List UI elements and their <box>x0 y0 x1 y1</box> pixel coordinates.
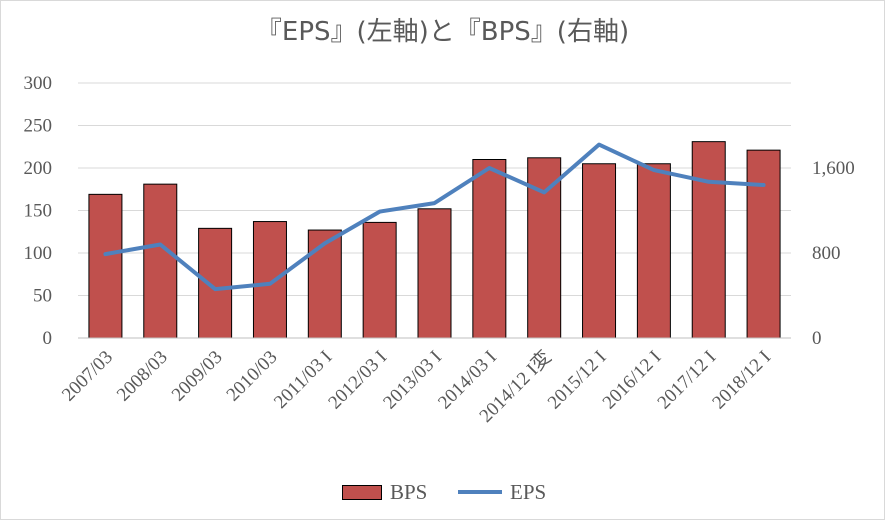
bar <box>746 149 781 339</box>
left-tick-label: 250 <box>24 116 53 137</box>
right-tick-label: 800 <box>812 243 841 264</box>
bar <box>472 159 507 339</box>
legend-swatch-eps <box>458 490 502 494</box>
x-tick-label: 2017/12 I <box>654 347 721 414</box>
left-tick-label: 200 <box>24 158 53 179</box>
eps-line <box>103 142 766 292</box>
left-tick-label: 150 <box>24 201 53 222</box>
x-tick-label: 2011/03 I <box>270 347 336 413</box>
x-tick-label: 2008/03 <box>113 347 172 406</box>
left-tick-label: 100 <box>24 243 53 264</box>
x-tick-label: 2015/12 I <box>544 347 611 414</box>
bar <box>636 163 671 339</box>
bar <box>143 183 178 339</box>
x-tick-label: 2007/03 <box>58 347 117 406</box>
legend-label-bps: BPS <box>390 479 428 504</box>
chart-title: 『EPS』(左軸)と『BPS』(右軸) <box>255 17 630 47</box>
plot-area: 0 50 100 150 200 250 300 0 800 1,600 2007/032008… <box>24 73 855 427</box>
legend-item-eps: EPS <box>458 477 546 507</box>
legend-label-eps: EPS <box>510 479 547 504</box>
x-tick-label: 2018/12 I <box>708 347 775 414</box>
left-axis: 0 50 100 150 200 250 300 <box>24 73 53 349</box>
bar <box>362 221 397 339</box>
bar <box>307 229 342 339</box>
left-tick-label: 300 <box>24 73 53 94</box>
legend: BPS EPS <box>1 477 884 507</box>
left-tick-label: 0 <box>43 328 53 349</box>
left-tick-label: 50 <box>33 286 52 307</box>
right-tick-label: 0 <box>812 328 822 349</box>
bar-series <box>88 141 781 339</box>
x-tick-label: 2009/03 <box>168 347 227 406</box>
legend-item-bps: BPS <box>342 477 427 507</box>
bar <box>417 208 452 339</box>
right-axis: 0 800 1,600 <box>812 158 855 349</box>
bar <box>88 193 123 339</box>
x-tick-label: 2013/03 I <box>379 347 446 414</box>
bar <box>252 221 287 339</box>
x-tick-label: 2012/03 I <box>324 347 391 414</box>
bar <box>691 141 726 339</box>
legend-swatch-bps <box>342 484 382 500</box>
right-tick-label: 1,600 <box>812 158 855 179</box>
bar <box>582 163 617 339</box>
line-series <box>103 142 766 292</box>
x-tick-label: 2016/12 I <box>599 347 666 414</box>
bar <box>198 227 233 339</box>
